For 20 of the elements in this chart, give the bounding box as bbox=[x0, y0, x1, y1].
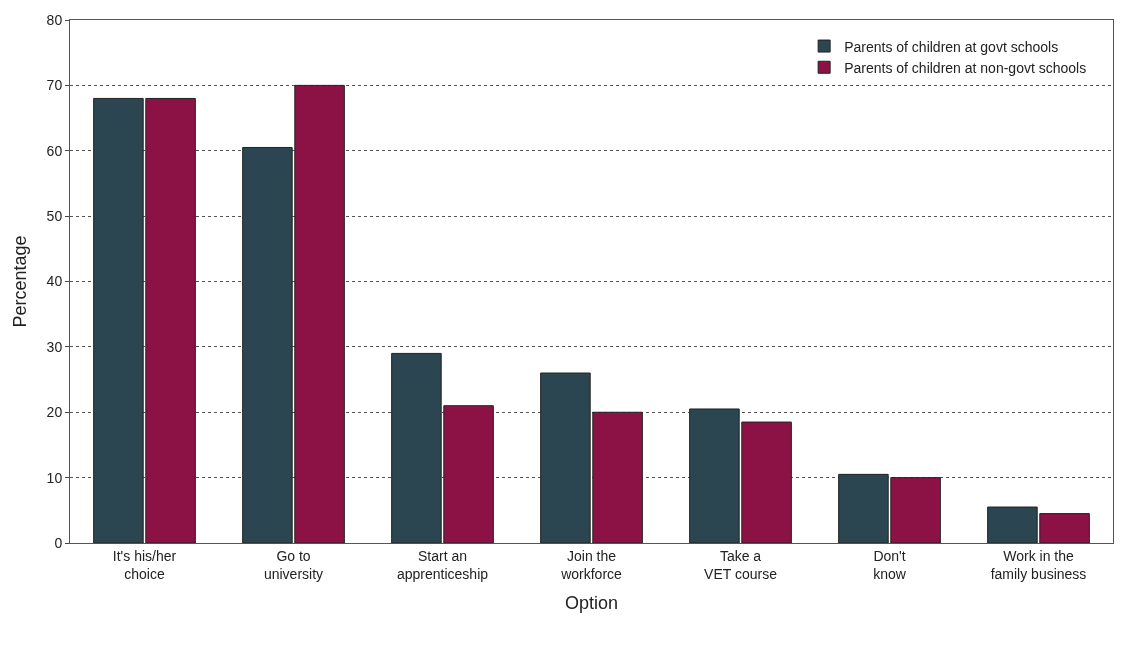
y-tick-label: 70 bbox=[46, 77, 63, 94]
x-axis-title: Option bbox=[564, 593, 619, 614]
y-tick-label: 10 bbox=[46, 469, 63, 486]
x-tick-label: It's his/her choice bbox=[112, 547, 177, 582]
y-tick-label: 60 bbox=[46, 142, 63, 159]
y-tick-label: 50 bbox=[46, 208, 63, 225]
x-tick-label: Go to university bbox=[263, 547, 324, 582]
y-axis-title: Percentage bbox=[9, 235, 30, 328]
y-tick-label: 0 bbox=[54, 534, 63, 551]
x-tick-label: Start an apprenticeship bbox=[396, 547, 489, 582]
x-tick-label: Take a VET course bbox=[704, 547, 778, 582]
x-tick-label: Work in the family business bbox=[990, 547, 1087, 582]
y-tick-label: 40 bbox=[46, 273, 63, 290]
legend-label: Parents of children at govt schools bbox=[844, 38, 1059, 55]
y-tick-label: 80 bbox=[46, 11, 63, 28]
legend-label: Parents of children at non-govt schools bbox=[844, 59, 1087, 76]
y-tick-label: 30 bbox=[46, 338, 63, 355]
x-tick-label: Don't know bbox=[873, 547, 907, 582]
y-tick-label: 20 bbox=[46, 404, 63, 421]
x-tick-label: Join the workforce bbox=[560, 547, 623, 582]
